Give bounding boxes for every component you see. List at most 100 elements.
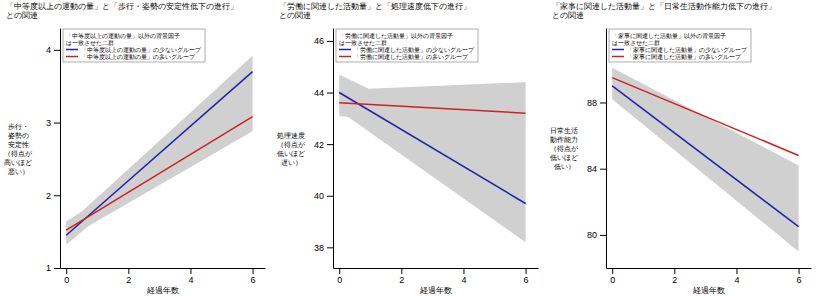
series-line [612, 78, 798, 156]
series-line [339, 93, 525, 204]
x-tick-mark [190, 268, 191, 274]
y-tick-label: 2 [46, 191, 51, 201]
legend-entry: 「家事に関連した活動量」の多いグループ [627, 53, 742, 60]
y-tick: 84 [587, 164, 606, 174]
y-tick-label: 40 [314, 191, 324, 201]
y-axis-title: 悪い） [7, 168, 29, 176]
x-axis: 0246 [607, 268, 812, 285]
y-tick-mark [600, 169, 606, 170]
y-tick-mark [54, 50, 60, 51]
x-axis-line [61, 268, 266, 269]
y-tick-mark [327, 196, 333, 197]
x-axis-line [607, 268, 812, 269]
y-tick: 38 [314, 243, 333, 253]
y-axis: 808488 [587, 29, 607, 269]
y-axis-title: （得点が [4, 150, 33, 158]
plot-area [612, 68, 798, 252]
confidence-band [66, 56, 252, 245]
y-axis-title: 低いほど [550, 154, 578, 162]
series-line [339, 103, 525, 113]
legend-title: は一致させた二群 [339, 39, 387, 46]
y-tick-mark [327, 93, 333, 94]
x-tick-label: 6 [251, 275, 256, 285]
x-tick: 4 [461, 268, 466, 285]
x-tick-label: 4 [461, 275, 466, 285]
x-tick-label: 2 [399, 275, 404, 285]
y-axis-line [60, 29, 61, 269]
y-tick-label: 42 [314, 140, 324, 150]
plot-area [66, 56, 252, 245]
title: 「中等度以上の運動の量」と「歩行・姿勢の安定性低下の進行」 [6, 2, 238, 11]
x-tick: 0 [64, 268, 69, 285]
y-axis-title: 動作能力 [550, 136, 578, 144]
x-tick-label: 6 [524, 275, 529, 285]
x-tick-mark [799, 268, 800, 274]
x-tick: 6 [524, 268, 529, 285]
x-tick: 2 [672, 268, 677, 285]
legend-title: は一致させた二群 [66, 39, 114, 46]
y-axis-title: 遅い） [281, 159, 302, 167]
x-axis-title: 経過年数 [146, 286, 179, 295]
legend: 「家事に関連した活動量」以外の背景因子は一致させた二群「家事に関連した活動量」の… [609, 29, 751, 62]
legend-box [336, 29, 478, 62]
legend-swatch [612, 49, 624, 51]
legend-swatch [66, 49, 78, 51]
x-tick: 4 [188, 268, 193, 285]
legend-swatch [339, 56, 351, 58]
y-tick-mark [54, 268, 60, 269]
x-tick-mark [526, 268, 527, 274]
legend-swatch [66, 56, 78, 58]
y-axis-title: 低い） [554, 163, 575, 171]
legend-entry: 「労働に関連した活動量」の多いグループ [354, 53, 469, 60]
legend: 「労働に関連した活動量」以外の背景因子は一致させた二群「労働に関連した活動量」の… [336, 29, 478, 62]
x-tick-label: 0 [337, 275, 342, 285]
x-tick: 6 [251, 268, 256, 285]
legend-title: 「労働に関連した活動量」以外の背景因子 [339, 32, 453, 39]
legend-box [63, 29, 205, 62]
y-tick-mark [327, 41, 333, 42]
y-tick: 80 [587, 230, 606, 240]
legend-box [609, 29, 751, 62]
x-axis-title: 経過年数 [419, 286, 452, 295]
y-tick-mark [600, 235, 606, 236]
y-axis-line [333, 29, 334, 269]
x-tick-label: 0 [610, 275, 615, 285]
y-axis: 3840424446 [314, 29, 334, 269]
x-tick-mark [128, 268, 129, 274]
y-axis-title: （得点が [550, 145, 579, 153]
panel: 0246808488経過年数日常生活動作能力（得点が低いほど低い）「家事に関連し… [550, 2, 812, 295]
title: 「家事に関連した活動量」と「日常生活動作能力低下の進行」 [552, 2, 776, 11]
x-tick-mark [401, 268, 402, 274]
x-tick: 2 [399, 268, 404, 285]
y-axis-title: 日常生活 [550, 127, 578, 135]
series-line [612, 86, 798, 227]
x-tick: 4 [734, 268, 739, 285]
legend: 「中等度以上の運動の量」以外の背景因子は一致させた二群「中等度以上の運動の量」の… [63, 29, 205, 62]
x-tick-mark [66, 268, 67, 274]
y-tick: 40 [314, 191, 333, 201]
y-tick-label: 80 [587, 230, 597, 240]
y-axis-title: 安定性 [8, 141, 29, 149]
title: との関連 [279, 11, 311, 20]
panel: 02461234経過年数歩行・姿勢の安定性（得点が高いほど悪い）「中等度以上の運… [4, 2, 266, 295]
y-tick-label: 44 [314, 88, 324, 98]
x-tick-mark [612, 268, 613, 274]
x-tick: 2 [126, 268, 131, 285]
x-axis: 0 2 4 6 [334, 268, 539, 285]
y-axis-title: （得点が [277, 141, 306, 149]
y-tick: 4 [46, 45, 60, 55]
y-tick: 42 [314, 140, 333, 150]
confidence-band [612, 68, 798, 252]
figure: 02461234経過年数歩行・姿勢の安定性（得点が高いほど悪い）「中等度以上の運… [0, 0, 819, 296]
x-axis-title: 経過年数 [692, 286, 725, 295]
series-line [66, 117, 252, 230]
y-tick-label: 38 [314, 243, 324, 253]
x-tick-label: 0 [64, 275, 69, 285]
x-tick-mark [339, 268, 340, 274]
x-tick-label: 4 [188, 275, 193, 285]
x-tick-mark [463, 268, 464, 274]
title: との関連 [6, 11, 38, 20]
x-tick-label: 4 [734, 275, 739, 285]
y-tick-mark [327, 247, 333, 248]
y-tick: 44 [314, 88, 333, 98]
